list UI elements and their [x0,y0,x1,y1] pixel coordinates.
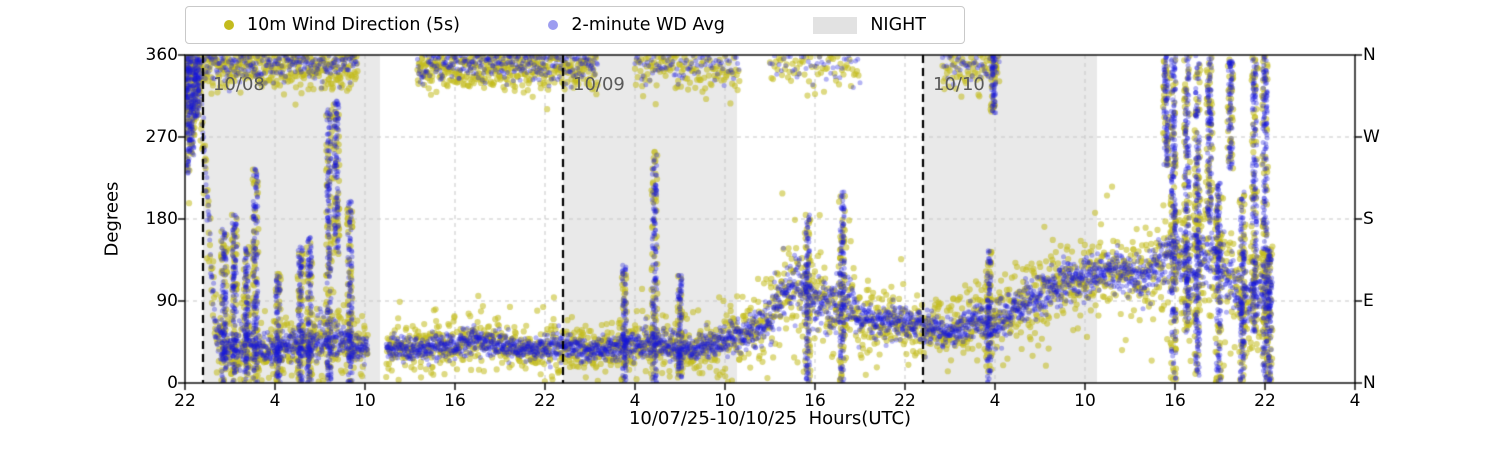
legend-label: NIGHT [870,15,926,35]
legend-item-series-1: 2-minute WD Avg [548,15,725,35]
series-dot-icon [548,20,559,30]
x-tick-label: 4 [269,391,281,411]
x-tick-label: 16 [804,391,826,411]
compass-label: W [1363,127,1380,147]
y-axis-label: Degrees [101,181,123,257]
x-tick-label: 16 [444,391,466,411]
date-annotation: 10/10 [933,74,985,95]
x-axis-label: 10/07/25-10/10/25 Hours(UTC) [628,408,912,429]
compass-label: E [1363,291,1374,311]
date-annotation: 10/09 [573,74,625,95]
legend-label: 2-minute WD Avg [571,15,725,35]
legend: 10m Wind Direction (5s) 2-minute WD Avg NI… [185,6,965,44]
night-swatch-icon [813,16,858,34]
legend-item-series-0: 10m Wind Direction (5s) [224,15,460,35]
y-tick-label: 360 [145,45,178,65]
compass-label: N [1363,45,1376,65]
series-dot-icon [224,20,234,30]
compass-label: N [1363,373,1376,393]
date-annotation: 10/08 [213,74,265,95]
compass-label: S [1363,209,1374,229]
legend-item-night: NIGHT [813,15,926,35]
x-tick-label: 10 [714,391,736,411]
x-tick-label: 10 [1074,391,1096,411]
y-tick-label: 270 [145,127,178,147]
legend-label: 10m Wind Direction (5s) [247,15,460,35]
x-tick-label: 22 [534,391,556,411]
x-tick-label: 4 [1349,391,1361,411]
x-tick-label: 22 [894,391,916,411]
y-tick-label: 90 [156,291,178,311]
y-tick-label: 180 [145,209,178,229]
y-tick-label: 0 [167,373,178,393]
x-tick-label: 22 [174,391,196,411]
x-tick-label: 16 [1164,391,1186,411]
x-tick-label: 10 [354,391,376,411]
x-tick-label: 22 [1254,391,1276,411]
x-tick-label: 4 [989,391,1001,411]
x-tick-label: 4 [629,391,641,411]
